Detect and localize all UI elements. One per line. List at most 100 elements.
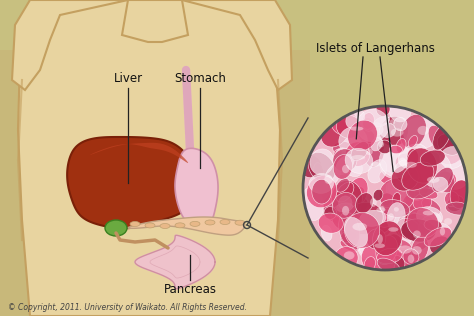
Ellipse shape	[422, 198, 441, 215]
Ellipse shape	[377, 140, 392, 154]
Ellipse shape	[337, 195, 370, 216]
Ellipse shape	[396, 138, 406, 153]
Ellipse shape	[378, 141, 384, 147]
Ellipse shape	[396, 159, 413, 182]
Text: Pancreas: Pancreas	[164, 283, 217, 296]
Ellipse shape	[443, 136, 455, 147]
Ellipse shape	[309, 173, 334, 193]
Ellipse shape	[450, 180, 470, 209]
Ellipse shape	[333, 149, 357, 172]
Ellipse shape	[351, 142, 369, 161]
Ellipse shape	[399, 157, 406, 166]
Ellipse shape	[374, 117, 390, 127]
Ellipse shape	[336, 148, 363, 177]
Ellipse shape	[428, 125, 446, 149]
Ellipse shape	[441, 133, 456, 148]
Ellipse shape	[346, 109, 365, 128]
Ellipse shape	[377, 258, 400, 274]
Ellipse shape	[379, 179, 415, 212]
Ellipse shape	[448, 180, 474, 209]
Ellipse shape	[417, 207, 443, 227]
Ellipse shape	[392, 192, 401, 207]
Ellipse shape	[376, 235, 398, 264]
Ellipse shape	[393, 117, 407, 131]
Ellipse shape	[318, 213, 343, 233]
Ellipse shape	[345, 148, 373, 173]
Ellipse shape	[130, 222, 140, 227]
Ellipse shape	[351, 195, 368, 211]
Ellipse shape	[374, 243, 385, 248]
Ellipse shape	[338, 196, 352, 210]
Polygon shape	[135, 235, 215, 289]
Ellipse shape	[356, 193, 373, 213]
Text: © Copyright, 2011. University of Waikato. All Rights Reserved.: © Copyright, 2011. University of Waikato…	[8, 303, 247, 312]
Ellipse shape	[401, 219, 436, 242]
Ellipse shape	[410, 143, 426, 170]
Ellipse shape	[392, 165, 419, 191]
Ellipse shape	[337, 203, 353, 212]
Ellipse shape	[380, 239, 414, 274]
Ellipse shape	[395, 153, 415, 171]
Ellipse shape	[424, 220, 442, 231]
Ellipse shape	[434, 131, 465, 165]
Ellipse shape	[364, 257, 375, 272]
Ellipse shape	[312, 179, 331, 204]
Ellipse shape	[324, 207, 337, 219]
Ellipse shape	[376, 223, 389, 233]
Ellipse shape	[342, 206, 349, 216]
Ellipse shape	[422, 215, 438, 232]
Ellipse shape	[440, 228, 445, 235]
Ellipse shape	[405, 195, 416, 211]
Ellipse shape	[365, 137, 384, 167]
Ellipse shape	[408, 136, 418, 147]
Ellipse shape	[400, 114, 426, 149]
Ellipse shape	[394, 160, 407, 173]
Ellipse shape	[447, 195, 464, 211]
Ellipse shape	[437, 174, 449, 192]
Ellipse shape	[333, 155, 353, 179]
Ellipse shape	[445, 191, 459, 207]
Polygon shape	[128, 217, 245, 235]
Ellipse shape	[389, 176, 422, 202]
Ellipse shape	[307, 176, 337, 208]
Ellipse shape	[380, 123, 396, 137]
Ellipse shape	[413, 230, 421, 238]
Ellipse shape	[395, 230, 412, 248]
Ellipse shape	[407, 175, 439, 199]
Ellipse shape	[376, 207, 385, 212]
Ellipse shape	[362, 243, 395, 276]
Ellipse shape	[428, 162, 447, 180]
Ellipse shape	[408, 172, 429, 200]
Text: Liver: Liver	[113, 72, 143, 85]
Ellipse shape	[379, 145, 414, 178]
Polygon shape	[12, 0, 128, 90]
Ellipse shape	[380, 144, 412, 179]
Ellipse shape	[420, 150, 445, 166]
Ellipse shape	[430, 223, 452, 245]
Ellipse shape	[412, 246, 422, 255]
Ellipse shape	[175, 223, 185, 228]
Ellipse shape	[371, 162, 381, 167]
Ellipse shape	[359, 225, 381, 257]
Ellipse shape	[437, 134, 461, 155]
Ellipse shape	[341, 229, 357, 243]
Ellipse shape	[344, 217, 368, 247]
Ellipse shape	[393, 214, 413, 237]
Ellipse shape	[345, 213, 380, 248]
Ellipse shape	[376, 102, 390, 116]
Ellipse shape	[415, 161, 444, 187]
Polygon shape	[122, 0, 188, 42]
Ellipse shape	[359, 129, 375, 144]
Ellipse shape	[331, 180, 362, 216]
Ellipse shape	[105, 220, 127, 236]
Ellipse shape	[190, 222, 200, 226]
Ellipse shape	[388, 227, 398, 232]
Ellipse shape	[433, 177, 448, 191]
Ellipse shape	[335, 246, 358, 269]
Ellipse shape	[380, 200, 410, 217]
Ellipse shape	[336, 155, 354, 175]
Polygon shape	[90, 143, 188, 163]
Ellipse shape	[205, 220, 215, 225]
Ellipse shape	[405, 162, 417, 168]
Ellipse shape	[444, 218, 452, 225]
